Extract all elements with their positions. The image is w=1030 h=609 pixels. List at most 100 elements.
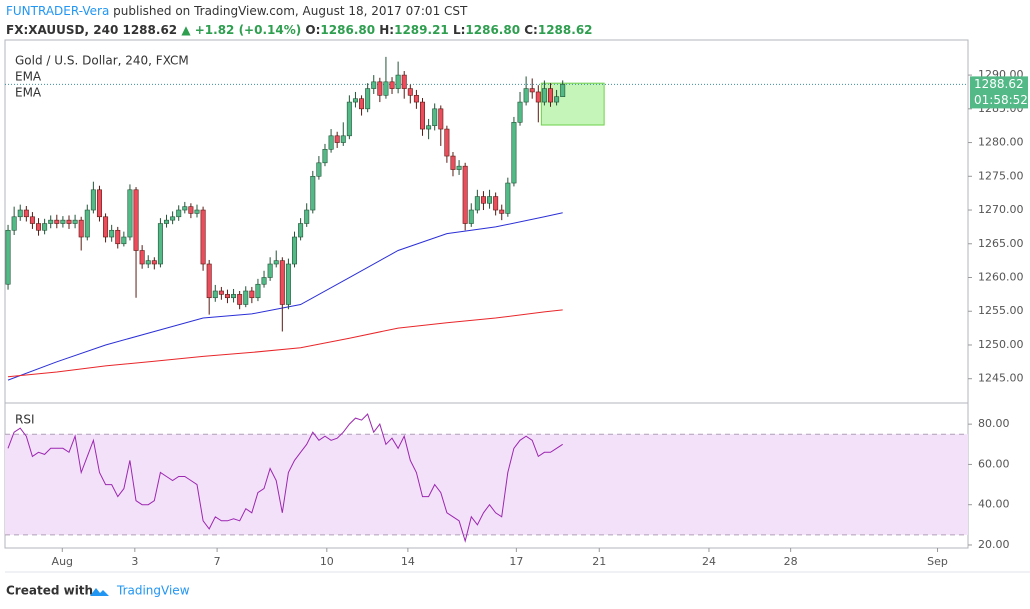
candle-body	[249, 290, 255, 299]
y-tick-label: 1255.00	[978, 304, 1024, 317]
x-tick-label: 7	[214, 555, 221, 568]
candle-body	[109, 229, 115, 238]
x-tick-label: 3	[131, 555, 138, 568]
candle-body	[36, 223, 42, 231]
candle-body	[310, 175, 316, 211]
candle-body	[365, 88, 371, 110]
candle-body	[224, 294, 230, 299]
candle-body	[487, 196, 493, 204]
candle-body	[212, 290, 218, 299]
candle-body	[54, 219, 60, 224]
candle-body	[194, 209, 200, 214]
candle-body	[72, 219, 78, 224]
candle-body	[432, 108, 438, 126]
y-tick-label: 1270.00	[978, 203, 1024, 216]
candle-body	[468, 209, 474, 224]
x-tick-label: 28	[784, 555, 798, 568]
candle-body	[505, 182, 511, 214]
rsi-line	[7, 413, 563, 543]
candle-body	[511, 122, 517, 184]
footer-created: Created with	[6, 584, 93, 598]
plot-frame	[4, 39, 969, 549]
brand-logo	[90, 588, 109, 596]
candle-body	[121, 236, 127, 245]
candle-body	[292, 236, 298, 265]
candle-body	[377, 81, 383, 96]
candle-body	[29, 216, 35, 224]
candle-body	[383, 81, 389, 96]
c: 1288.62	[538, 23, 593, 37]
candle-body	[359, 98, 365, 110]
candle-body	[11, 216, 17, 231]
candle-body	[255, 283, 261, 299]
candle-body	[243, 290, 249, 305]
candle-body	[115, 229, 121, 245]
o-label: O:	[305, 23, 320, 37]
l: 1286.80	[465, 23, 520, 37]
c-label: C:	[524, 23, 538, 37]
footer-brand[interactable]: TradingView	[116, 584, 190, 598]
candle-body	[139, 250, 145, 265]
last-price-box	[970, 76, 1028, 109]
candle-body	[450, 155, 456, 170]
rsi-tick-label: 40.00	[978, 498, 1010, 511]
chart-title: Gold / U.S. Dollar, 240, FXCM	[15, 54, 189, 68]
candle-body	[547, 88, 553, 103]
x-tick-label: 14	[401, 555, 415, 568]
candle-body	[206, 263, 212, 299]
candle-body	[474, 196, 480, 211]
x-tick-label: Sep	[927, 555, 948, 568]
candle-body	[298, 223, 304, 238]
candle-body	[267, 263, 273, 278]
candle-body	[188, 206, 194, 214]
x-tick-label: 10	[320, 555, 334, 568]
candle-body	[157, 223, 163, 265]
candle-body	[145, 260, 151, 265]
rsi-label: RSI	[15, 413, 35, 427]
l-label: L:	[453, 23, 465, 37]
candle-body	[517, 101, 523, 123]
candle-body	[84, 209, 90, 238]
candle-body	[182, 206, 188, 211]
candle-body	[340, 135, 346, 143]
candle-body	[401, 74, 407, 89]
candle-body	[151, 260, 157, 265]
candle-body	[316, 162, 322, 177]
x-tick-label: 24	[702, 555, 716, 568]
candle-body	[328, 135, 334, 150]
candle-body	[493, 196, 499, 211]
legend-ema: EMA	[15, 70, 42, 84]
h: 1289.21	[394, 23, 449, 37]
candle-body	[456, 165, 462, 170]
candle-body	[133, 189, 139, 251]
candle-body	[273, 260, 279, 265]
rsi-tick-label: 80.00	[978, 417, 1010, 430]
candle-body	[23, 209, 29, 218]
candle-body	[304, 209, 310, 224]
candle-body	[60, 219, 66, 224]
last-price-label: 1288.62	[974, 77, 1024, 91]
candle-body	[407, 88, 413, 96]
candle-body	[231, 294, 237, 299]
x-tick-label: 21	[592, 555, 606, 568]
candle-body	[541, 88, 547, 103]
author[interactable]: FUNTRADER-Vera	[6, 4, 109, 18]
candle-body	[322, 149, 328, 164]
candle-body	[176, 209, 182, 218]
candle-body	[127, 189, 133, 238]
y-tick-label: 1260.00	[978, 271, 1024, 284]
y-tick-label: 1250.00	[978, 338, 1024, 351]
symbol: FX:XAUUSD, 240	[6, 23, 118, 37]
candle-body	[170, 216, 176, 221]
symbol-line: FX:XAUUSD, 240 1288.62 ▲ +1.82 (+0.14%) …	[6, 23, 593, 37]
candle-body	[554, 96, 560, 103]
candle-body	[261, 277, 267, 285]
candle-body	[5, 229, 11, 285]
change: ▲ +1.82 (+0.14%)	[181, 23, 301, 37]
candle-body	[218, 290, 224, 295]
y-tick-label: 1245.00	[978, 372, 1024, 385]
candle-body	[560, 84, 566, 97]
candle-body	[103, 216, 109, 238]
candle-body	[334, 135, 340, 143]
